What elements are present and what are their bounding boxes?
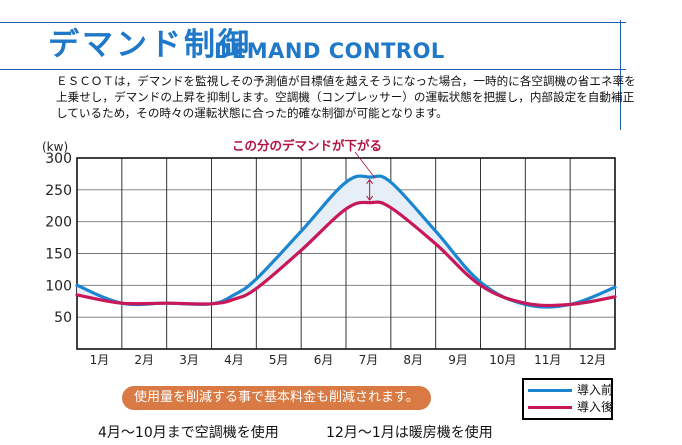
page-subtitle: DEMAND CONTROL [214,39,445,63]
note-cooling: 4月～10月まで空調機を使用 [98,425,279,441]
x-tick-label: 3月 [179,353,199,367]
double-arrow-icon [366,178,374,201]
header-rule [0,69,626,70]
top-rule [0,22,626,23]
annotation-leader [354,151,376,179]
page-title: デマンド制御 [48,27,252,63]
info-pill: 使用量を削減する事で基本料金も削減されます。 [122,386,431,410]
x-tick-label: 4月 [224,353,244,367]
x-tick-labels: 1月 2月 3月 4月 5月 6月 7月 8月 9月 10月 11月 12月 [90,353,607,367]
arrow-head-down [366,195,374,201]
series-line-after [75,200,617,308]
x-tick-label: 12月 [579,353,606,367]
legend-item-before: 導入前 [528,382,613,398]
x-tick-label: 2月 [134,353,154,367]
description-line: ＥＳＣＯＴは，デマンドを監視しその予測値が目標値を越えそうになった場合，一時的に… [56,74,636,88]
reduction-band [77,176,615,308]
arrow-head-up [366,178,374,184]
legend-item-after: 導入後 [528,399,613,415]
y-tick-label: 100 [45,278,72,294]
annotation-label: この分のデマンドが下がる [232,138,382,153]
x-tick-label: 11月 [534,353,561,367]
y-tick-label: 150 [45,247,72,263]
x-tick-label: 6月 [314,353,334,367]
legend-label: 導入後 [577,400,614,414]
y-tick-label: 250 [45,183,72,199]
y-tick-label: 50 [54,310,72,326]
x-tick-label: 5月 [269,353,289,367]
description: ＥＳＣＯＴは，デマンドを監視しその予測値が目標値を越えそうになった場合，一時的に… [56,73,636,121]
legend-swatch-before [528,388,572,392]
x-tick-label: 1月 [90,353,110,367]
description-line: しているため，その時々の運転状態に合った的確な制御が可能となります。 [56,106,448,120]
chart-legend: 導入前 導入後 [522,378,613,420]
side-rule [620,20,621,130]
y-unit-label: (kw) [42,140,68,154]
description-line: 上乗せし，デマンドの上昇を抑制します。空調機（コンプレッサー）の運転状態を把握し… [56,90,635,104]
x-tick-label: 8月 [403,353,423,367]
y-tick-labels: 50 100 150 200 250 300 [45,151,72,326]
x-tick-label: 7月 [359,353,379,367]
y-tick-label: 300 [45,151,72,167]
legend-label: 導入前 [577,383,614,397]
x-tick-label: 9月 [448,353,468,367]
legend-swatch-after [528,405,572,409]
x-tick-label: 10月 [489,353,516,367]
plot-frame [76,157,616,350]
note-heating: 12月～1月は暖房機を使用 [326,425,493,441]
y-tick-label: 200 [45,215,72,231]
